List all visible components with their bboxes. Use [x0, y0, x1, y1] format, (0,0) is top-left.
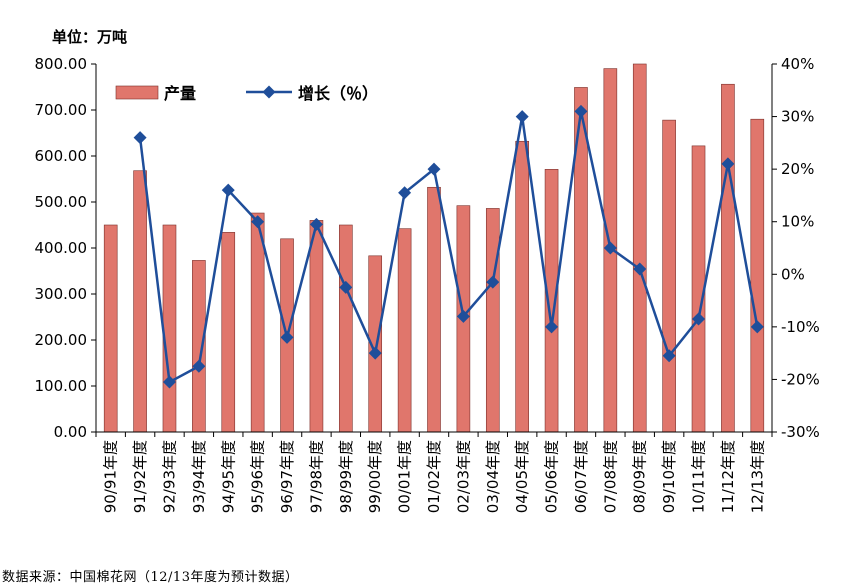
x-category-label: 05/06年度: [543, 440, 561, 513]
bar: [485, 208, 500, 433]
x-category-label: 12/13年度: [748, 440, 766, 513]
right-tick-label: 10%: [781, 213, 814, 231]
growth-point: [280, 330, 294, 344]
left-tick-label: 500.00: [35, 193, 88, 211]
left-tick-label: 600.00: [35, 147, 88, 165]
bar: [662, 119, 676, 433]
growth-point: [133, 131, 147, 145]
growth-point: [633, 262, 647, 276]
x-category-label: 02/03年度: [454, 440, 472, 513]
x-category-label: 97/98年度: [307, 440, 325, 513]
growth-point: [692, 312, 706, 326]
legend: 产量 增长（％）: [115, 84, 378, 103]
left-tick-label: 100.00: [35, 377, 88, 395]
growth-point: [750, 320, 764, 334]
bar: [339, 224, 353, 433]
x-category-label: 99/00年度: [366, 440, 384, 513]
growth-point: [221, 183, 235, 197]
growth-point: [574, 104, 588, 118]
axes: 0.00 100.00 200.00 300.00 400.00 500.00 600.00…: [35, 55, 820, 513]
growth-point: [192, 359, 206, 373]
growth-line-series: [133, 104, 764, 389]
bar: [750, 118, 765, 433]
legend-line-label: 增长（％）: [298, 84, 378, 103]
x-category-label: 10/11年度: [690, 440, 708, 513]
right-tick-label: 0%: [781, 265, 805, 283]
x-category-label: 90/91年度: [102, 440, 120, 513]
bar: [427, 186, 441, 433]
legend-bar-swatch: [115, 85, 159, 100]
bar: [721, 83, 735, 433]
x-category-label: 03/04年度: [484, 440, 502, 513]
growth-point: [545, 320, 559, 334]
right-tick-label: -20%: [781, 370, 820, 388]
growth-point: [398, 186, 412, 200]
bar: [221, 232, 236, 433]
x-category-label: 95/96年度: [249, 440, 267, 513]
bar: [162, 224, 177, 433]
right-tick-label: -30%: [781, 423, 820, 441]
bar: [397, 228, 412, 433]
x-category-label: 94/95年度: [219, 440, 237, 513]
left-tick-label: 200.00: [35, 331, 88, 349]
growth-point: [162, 375, 176, 389]
bar: [133, 170, 147, 433]
x-category-label: 92/93年度: [160, 440, 178, 513]
x-category-label: 01/02年度: [425, 440, 443, 513]
legend-line-marker: [262, 85, 276, 99]
x-category-label: 06/07年度: [572, 440, 590, 513]
growth-point: [456, 309, 470, 323]
right-tick-label: 40%: [781, 55, 814, 73]
left-tick-label: 0.00: [54, 423, 87, 441]
x-category-label: 93/94年度: [190, 440, 208, 513]
growth-point: [368, 346, 382, 360]
growth-point: [662, 349, 676, 363]
growth-point: [486, 275, 500, 289]
growth-point: [427, 162, 441, 176]
left-tick-label: 400.00: [35, 239, 88, 257]
legend-bar-label: 产量: [164, 84, 196, 103]
bar: [103, 224, 118, 433]
right-tick-label: 30%: [781, 108, 814, 126]
x-category-label: 91/92年度: [131, 440, 149, 513]
x-category-label: 09/10年度: [660, 440, 678, 513]
x-category-label: 04/05年度: [513, 440, 531, 513]
source-note: 数据来源：中国棉花网（12/13年度为预计数据）: [2, 570, 299, 585]
left-tick-label: 300.00: [35, 285, 88, 303]
right-tick-label: -10%: [781, 318, 820, 336]
x-category-label: 07/08年度: [601, 440, 619, 513]
left-tick-label: 800.00: [35, 55, 88, 73]
x-category-label: 11/12年度: [719, 440, 737, 513]
right-tick-label: 20%: [781, 160, 814, 178]
bar: [515, 140, 529, 433]
bar: [632, 63, 647, 433]
x-category-label: 00/01年度: [396, 440, 414, 513]
x-category-label: 08/09年度: [631, 440, 649, 513]
growth-point: [309, 217, 323, 231]
growth-point: [339, 280, 353, 294]
bar: [250, 212, 265, 433]
growth-point: [603, 241, 617, 255]
bar-series: [103, 63, 765, 433]
growth-point: [251, 215, 265, 229]
unit-label: 单位：万吨: [52, 28, 128, 46]
x-category-label: 98/99年度: [337, 440, 355, 513]
bar: [309, 220, 324, 433]
x-category-label: 96/97年度: [278, 440, 296, 513]
growth-point: [515, 110, 529, 124]
growth-line: [138, 111, 759, 385]
growth-point: [721, 157, 735, 171]
left-tick-label: 700.00: [35, 101, 88, 119]
